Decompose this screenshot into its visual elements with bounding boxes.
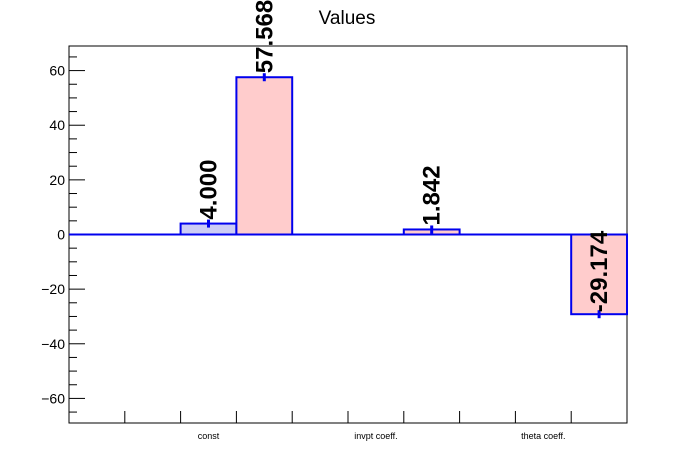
value-label: 4.000 <box>196 160 223 220</box>
y-tick-label: −20 <box>41 281 65 297</box>
value-label: -29.174 <box>586 230 613 312</box>
y-tick-label: −60 <box>41 390 65 406</box>
value-label: 1.842 <box>419 165 446 225</box>
x-tick-label: invpt coeff. <box>354 431 397 441</box>
bars-layer <box>179 73 629 319</box>
bar <box>570 233 629 316</box>
bar <box>235 76 294 236</box>
y-tick-label: −40 <box>41 336 65 352</box>
value-labels-layer: 4.000 57.568 1.842 -29.174 <box>196 0 614 312</box>
chart-title: Values <box>319 8 376 29</box>
y-axis: −60 −40 −20 0 20 40 60 <box>41 56 85 413</box>
y-tick-label: 0 <box>57 227 65 243</box>
x-tick-label: theta coeff. <box>521 431 565 441</box>
y-tick-label: 20 <box>49 172 65 188</box>
y-tick-label: 40 <box>49 117 65 133</box>
x-tick-label: const <box>198 431 220 441</box>
x-axis: const invpt coeff. theta coeff. <box>124 411 572 441</box>
value-label: 57.568 <box>251 0 278 73</box>
y-tick-label: 60 <box>49 63 65 79</box>
